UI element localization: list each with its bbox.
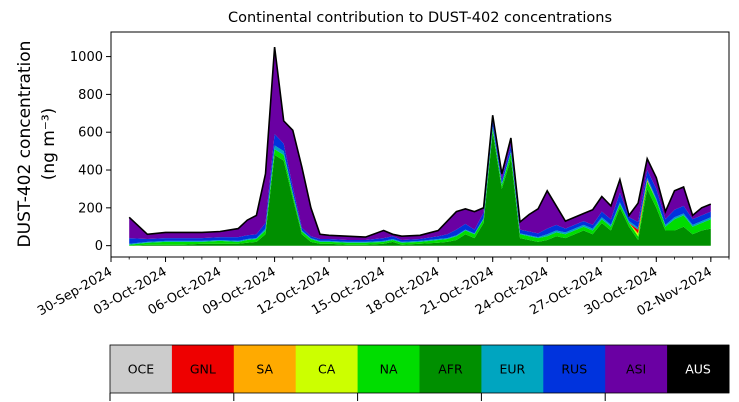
y-axis-label: DUST-402 concentration (ng m⁻³) (15, 41, 59, 248)
legend-swatch-afr (419, 345, 482, 393)
legend: OCE GNL SA CA NA AFR EUR RUS ASI AUS (109, 344, 730, 401)
legend-label-na: NA (380, 362, 398, 377)
legend-label-gnl: GNL (190, 362, 216, 377)
legend-label-afr: AFR (438, 362, 463, 377)
legend-label-rus: RUS (561, 362, 587, 377)
legend-frame (109, 344, 730, 394)
legend-swatch-eur (481, 345, 544, 393)
chart-title: Continental contribution to DUST-402 con… (228, 10, 612, 26)
legend-label-oce: OCE (128, 362, 155, 377)
total-line (128, 47, 712, 238)
legend-swatch-na (357, 345, 420, 393)
y-tick-label: 800 (78, 88, 103, 103)
y-tick-label: 0 (95, 239, 103, 254)
y-axis-label-line1: DUST-402 concentration (15, 41, 35, 248)
y-axis-label-line2: (ng m⁻³) (39, 108, 59, 181)
y-tick-label: 1000 (70, 50, 103, 65)
legend-swatch-ca (295, 345, 359, 393)
legend-label-asi: ASI (626, 362, 646, 377)
legend-label-sa: SA (256, 362, 273, 377)
legend-label-aus: AUS (685, 362, 711, 377)
legend-swatch-asi (605, 345, 668, 393)
legend-swatch-gnl (171, 345, 235, 393)
y-tick-label: 400 (78, 164, 103, 179)
series-area-asi (129, 47, 711, 240)
y-tick-label: 200 (78, 201, 103, 216)
y-tick-label: 600 (78, 126, 103, 141)
legend-swatch-rus (543, 345, 606, 393)
plot-area (128, 47, 712, 246)
legend-label-ca: CA (318, 362, 336, 377)
legend-label-eur: EUR (499, 362, 525, 377)
legend-swatch-oce (110, 345, 173, 393)
legend-swatch-aus (667, 345, 730, 393)
axes: 0200400600800100030-Sep-202403-Oct-20240… (35, 31, 730, 319)
series-area-afr (129, 132, 711, 246)
legend-swatch-sa (233, 345, 297, 393)
